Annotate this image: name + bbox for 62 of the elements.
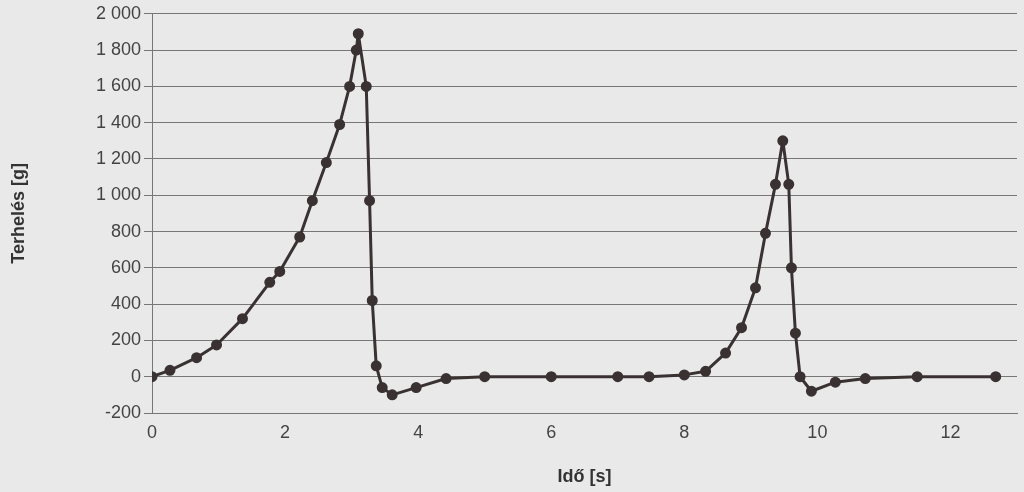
y-tick-label: 2 000 bbox=[95, 2, 141, 23]
x-tick-label: 12 bbox=[940, 421, 961, 442]
point bbox=[479, 371, 491, 383]
point bbox=[191, 352, 203, 364]
x-tick-label: 2 bbox=[280, 421, 291, 442]
x-tick-label: 8 bbox=[679, 421, 690, 442]
point bbox=[410, 382, 422, 394]
x-axis-title: Idő [s] bbox=[557, 466, 612, 487]
point bbox=[720, 347, 732, 359]
point bbox=[612, 371, 624, 383]
x-tick-label: 4 bbox=[413, 421, 424, 442]
point bbox=[440, 373, 452, 385]
y-tick-label: 1 000 bbox=[95, 184, 141, 205]
point bbox=[294, 231, 306, 243]
x-tick-label: 10 bbox=[807, 421, 828, 442]
point bbox=[334, 118, 346, 130]
point bbox=[164, 364, 176, 376]
y-tick-label: 400 bbox=[110, 293, 141, 314]
y-tick-label: 1 400 bbox=[95, 111, 141, 132]
point bbox=[386, 389, 398, 401]
point bbox=[366, 295, 378, 306]
point bbox=[805, 385, 817, 397]
point bbox=[370, 360, 382, 372]
point bbox=[320, 157, 332, 169]
point bbox=[274, 265, 286, 277]
point bbox=[643, 371, 655, 383]
point bbox=[352, 28, 364, 40]
point bbox=[545, 371, 557, 383]
x-tick-label: 0 bbox=[146, 421, 158, 442]
point bbox=[211, 339, 223, 351]
point bbox=[789, 327, 801, 339]
y-tick-label: 800 bbox=[110, 220, 141, 241]
y-tick-label: 200 bbox=[110, 329, 141, 350]
point bbox=[785, 262, 797, 274]
y-tick-label: 0 bbox=[130, 365, 141, 386]
point bbox=[700, 365, 712, 377]
x-tick-label: 6 bbox=[546, 421, 557, 442]
point bbox=[364, 195, 376, 207]
y-tick-label: 1 200 bbox=[95, 147, 141, 168]
y-axis-title: Terhelés [g] bbox=[7, 163, 28, 264]
point bbox=[794, 371, 806, 383]
point bbox=[306, 195, 318, 207]
y-tick-label: -200 bbox=[104, 401, 141, 422]
y-tick-label: 1 800 bbox=[95, 39, 141, 60]
point bbox=[360, 80, 372, 92]
point bbox=[759, 227, 771, 239]
point bbox=[829, 376, 841, 388]
point bbox=[736, 322, 748, 334]
point bbox=[678, 369, 690, 381]
point bbox=[264, 276, 276, 288]
point bbox=[859, 373, 871, 385]
point bbox=[236, 313, 248, 325]
point bbox=[783, 178, 795, 190]
point bbox=[750, 282, 761, 294]
point bbox=[990, 371, 1002, 383]
point bbox=[911, 371, 923, 383]
point bbox=[769, 178, 781, 190]
y-tick-label: 600 bbox=[110, 256, 141, 277]
point bbox=[376, 382, 388, 394]
point bbox=[344, 80, 356, 92]
point bbox=[777, 135, 789, 147]
y-tick-label: 1 600 bbox=[95, 75, 141, 96]
